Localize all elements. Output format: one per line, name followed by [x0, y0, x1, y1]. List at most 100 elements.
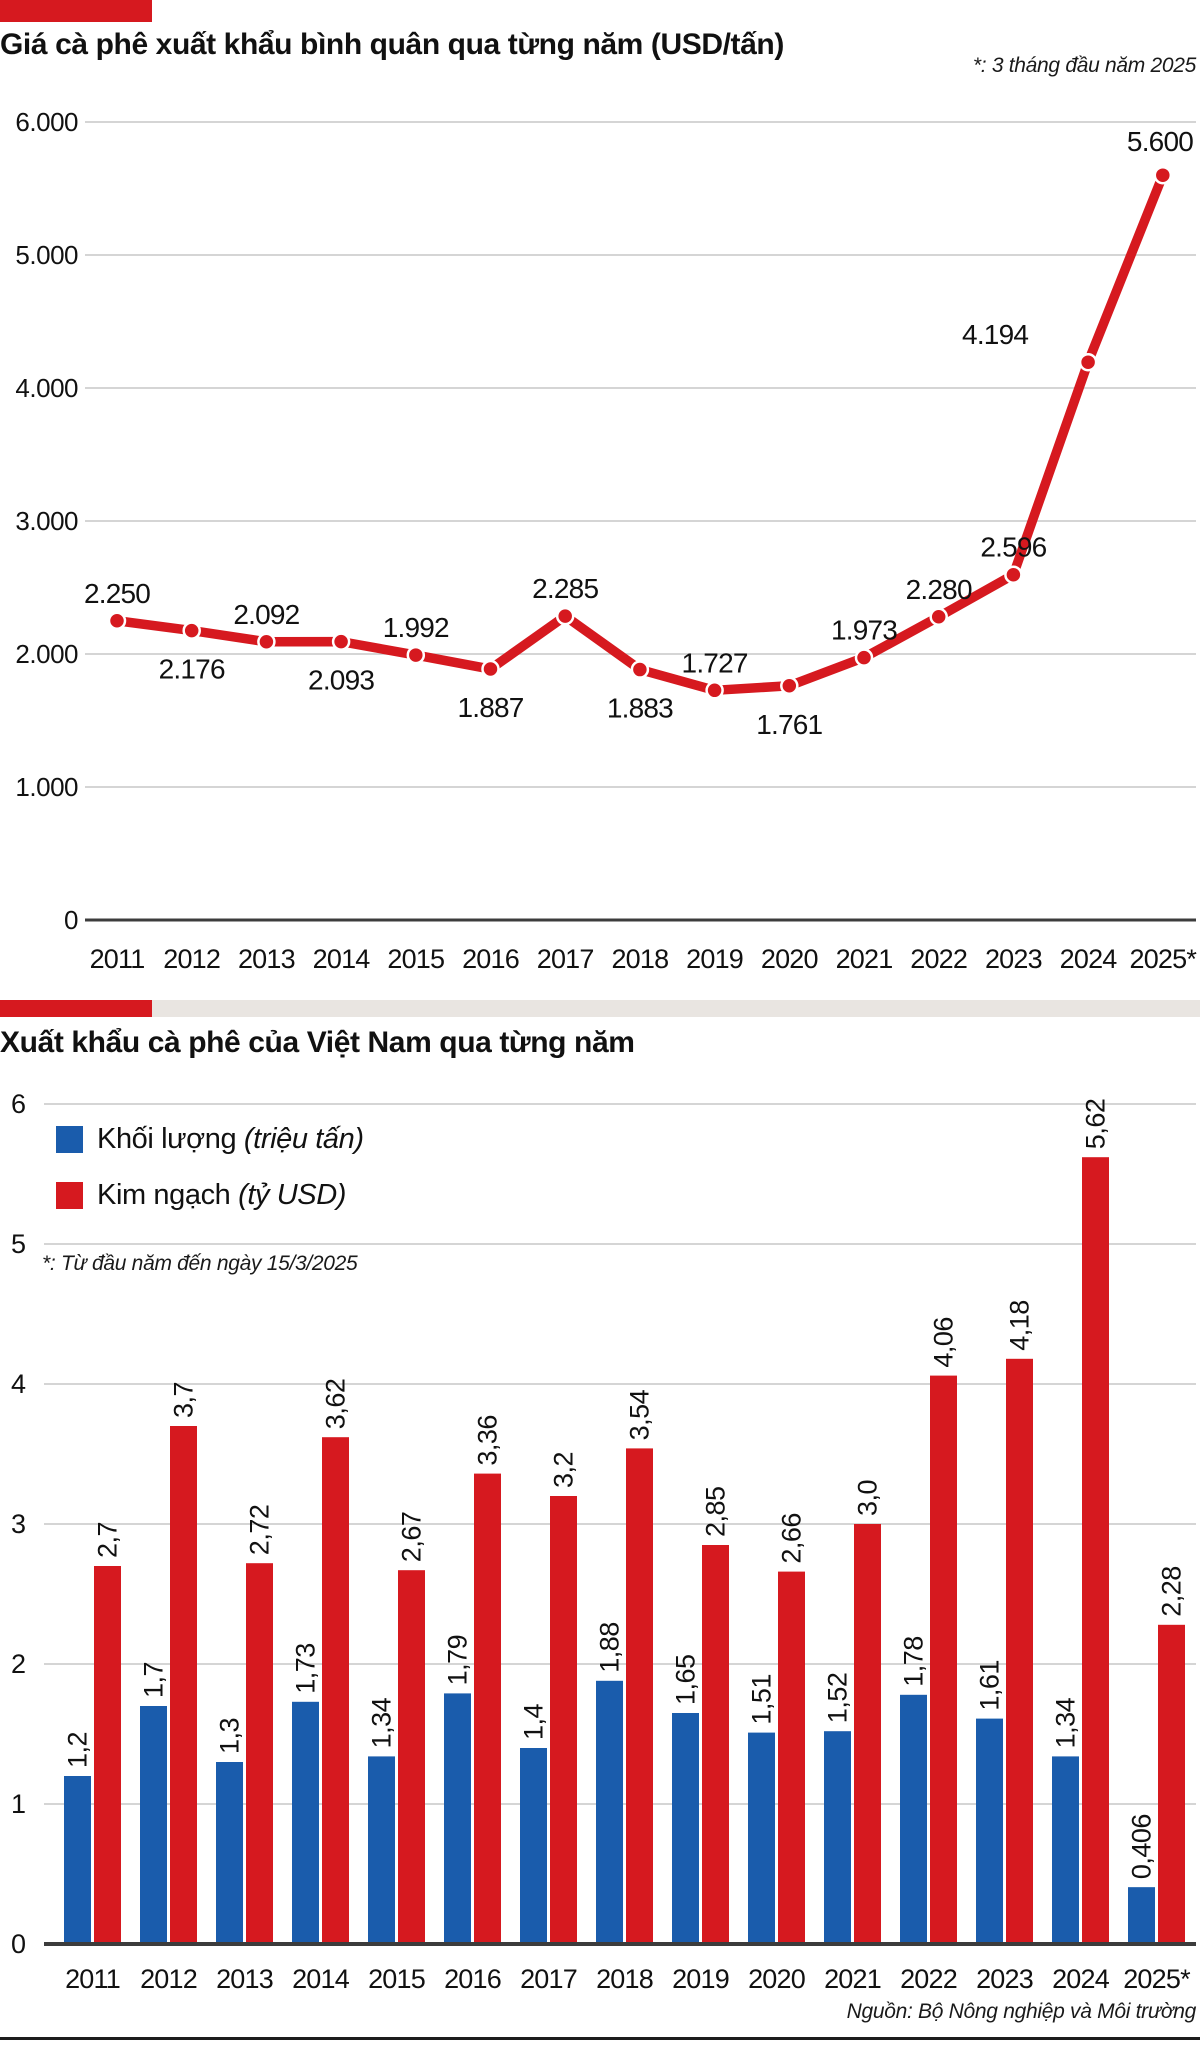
chart1-xtick-2013: 2013 — [238, 944, 295, 974]
chart2-bar-volume-2016 — [444, 1693, 471, 1944]
chart2-bar-volume-2019 — [672, 1713, 699, 1944]
chart2-xtick-2023: 2023 — [976, 1964, 1033, 1994]
chart1-ytick-3.000: 3.000 — [15, 506, 78, 536]
chart2-bar-turnover-2017 — [550, 1496, 577, 1944]
chart2-bar-turnover-2013 — [246, 1563, 273, 1944]
chart1-point-2021 — [854, 648, 874, 667]
chart2-ytick-4: 4 — [11, 1369, 26, 1399]
chart2-ytick-5: 5 — [11, 1229, 26, 1259]
chart2-bar-label-volume-2014: 1,73 — [291, 1643, 321, 1694]
chart1-point-2012 — [182, 621, 201, 640]
chart2-xtick-2016: 2016 — [444, 1964, 501, 1994]
chart2-bar-label-volume-2015: 1,34 — [367, 1697, 397, 1748]
legend-label-turnover: Kim ngạch (tỷ USD) — [97, 1179, 346, 1212]
chart2-bar-label-turnover-2017: 3,2 — [549, 1452, 579, 1488]
legend-swatch-volume — [56, 1125, 83, 1153]
chart2-xtick-2018: 2018 — [596, 1964, 653, 1994]
chart2-bar-label-turnover-2023: 4,18 — [1005, 1300, 1035, 1351]
chart2-bar-volume-2012 — [140, 1706, 167, 1944]
legend-volume-unit: (triệu tấn) — [243, 1122, 364, 1155]
chart2-bar-label-volume-2016: 1,79 — [443, 1635, 473, 1686]
chart2-bar-turnover-2025* — [1158, 1624, 1185, 1944]
chart1-xtick-2015: 2015 — [387, 944, 444, 974]
chart2-bar-turnover-2022 — [930, 1375, 957, 1944]
chart2-xtick-2011: 2011 — [65, 1964, 120, 1994]
chart2-ytick-3: 3 — [11, 1509, 26, 1539]
legend-label-volume: Khối lượng (triệu tấn) — [97, 1123, 364, 1156]
chart1-xtick-2020: 2020 — [761, 944, 818, 974]
legend-item-turnover: Kim ngạch (tỷ USD) — [56, 1179, 346, 1212]
chart2-bar-turnover-2024 — [1082, 1157, 1109, 1944]
chart2-bar-label-volume-2011: 1,2 — [63, 1732, 93, 1768]
bottom-rule — [0, 2037, 1200, 2040]
chart1-xtick-2017: 2017 — [537, 944, 594, 974]
chart1-point-2023 — [1004, 565, 1023, 584]
chart2-bar-label-volume-2018: 1,88 — [595, 1622, 625, 1673]
chart2-bar-turnover-2011 — [94, 1566, 121, 1944]
chart1-xtick-2024: 2024 — [1060, 944, 1118, 974]
chart2-bar-volume-2018 — [596, 1680, 623, 1944]
chart1-point-2025* — [1153, 165, 1173, 185]
chart1-value-label-2017: 2.285 — [532, 573, 598, 604]
chart1-value-label-2024: 4.194 — [962, 319, 1028, 350]
chart1-value-label-2021: 1.973 — [831, 615, 897, 646]
chart1-xtick-2011: 2011 — [90, 944, 145, 974]
chart2-bar-volume-2023 — [976, 1718, 1003, 1944]
chart2-xtick-2014: 2014 — [292, 1964, 350, 1994]
chart2-bar-label-volume-2019: 1,65 — [671, 1654, 701, 1705]
chart2-bar-volume-2025* — [1128, 1887, 1155, 1944]
chart1-xtick-2022: 2022 — [910, 944, 967, 974]
chart1-value-label-2014: 2.093 — [308, 665, 374, 696]
chart2-bar-volume-2022 — [900, 1694, 927, 1944]
chart2-bar-label-turnover-2011: 2,7 — [93, 1522, 123, 1558]
export-chart-footnote: *: Từ đầu năm đến ngày 15/3/2025 — [42, 1252, 358, 1275]
chart2-bar-volume-2013 — [216, 1762, 243, 1944]
chart2-bar-turnover-2020 — [778, 1571, 805, 1944]
chart1-value-label-2020: 1.761 — [756, 709, 822, 740]
chart2-xtick-2019: 2019 — [672, 1964, 729, 1994]
chart2-xtick-2015: 2015 — [368, 1964, 425, 1994]
legend-volume-name: Khối lượng — [97, 1122, 237, 1155]
chart2-bar-label-turnover-2020: 2,66 — [777, 1513, 807, 1564]
chart2-bar-label-volume-2017: 1,4 — [519, 1703, 549, 1740]
legend-turnover-unit: (tỷ USD) — [238, 1178, 347, 1211]
chart1-point-2016 — [481, 659, 500, 679]
accent-bar — [0, 0, 152, 22]
chart1-value-label-2011: 2.250 — [84, 578, 150, 609]
chart1-xtick-2018: 2018 — [611, 944, 668, 974]
chart2-bar-label-turnover-2015: 2,67 — [397, 1512, 427, 1563]
chart1-ytick-4.000: 4.000 — [15, 373, 78, 403]
chart2-bar-label-volume-2025*: 0,406 — [1127, 1814, 1157, 1879]
chart2-bar-label-turnover-2024: 5,62 — [1081, 1099, 1111, 1150]
chart1-point-2014 — [331, 632, 351, 651]
chart2-bar-volume-2017 — [520, 1748, 547, 1944]
chart1-value-label-2025*: 5.600 — [1127, 126, 1193, 157]
chart2-xtick-2013: 2013 — [216, 1964, 273, 1994]
chart2-xtick-2024: 2024 — [1052, 1964, 1110, 1994]
separator-accent — [0, 1000, 152, 1017]
chart2-bar-turnover-2014 — [322, 1437, 349, 1944]
chart2-bar-turnover-2019 — [702, 1545, 729, 1944]
chart1-xtick-2025*: 2025* — [1130, 944, 1198, 974]
chart1-point-2011 — [107, 611, 127, 630]
chart1-xtick-2019: 2019 — [686, 944, 743, 974]
chart1-ytick-0: 0 — [64, 905, 78, 935]
source-credit: Nguồn: Bộ Nông nghiệp và Môi trường — [846, 2000, 1197, 2023]
chart2-xtick-2012: 2012 — [140, 1964, 197, 1994]
chart1-point-2018 — [630, 660, 650, 679]
chart1-xtick-2023: 2023 — [985, 944, 1042, 974]
chart2-bar-label-volume-2021: 1,52 — [823, 1673, 853, 1724]
chart1-point-2022 — [929, 607, 948, 627]
chart2-bar-volume-2011 — [64, 1776, 91, 1944]
chart1-value-label-2018: 1.883 — [607, 693, 673, 724]
chart2-bar-turnover-2012 — [170, 1426, 197, 1944]
chart2-bar-volume-2020 — [748, 1732, 775, 1944]
chart1-point-2024 — [1078, 352, 1098, 372]
chart2-bar-label-volume-2013: 1,3 — [215, 1718, 245, 1754]
chart2-xtick-2025*: 2025* — [1123, 1964, 1191, 1994]
chart2-bar-volume-2021 — [824, 1731, 851, 1944]
chart2-bar-label-turnover-2019: 2,85 — [701, 1486, 731, 1537]
chart2-bar-label-turnover-2022: 4,06 — [929, 1317, 959, 1368]
chart1-ytick-6.000: 6.000 — [15, 107, 78, 137]
